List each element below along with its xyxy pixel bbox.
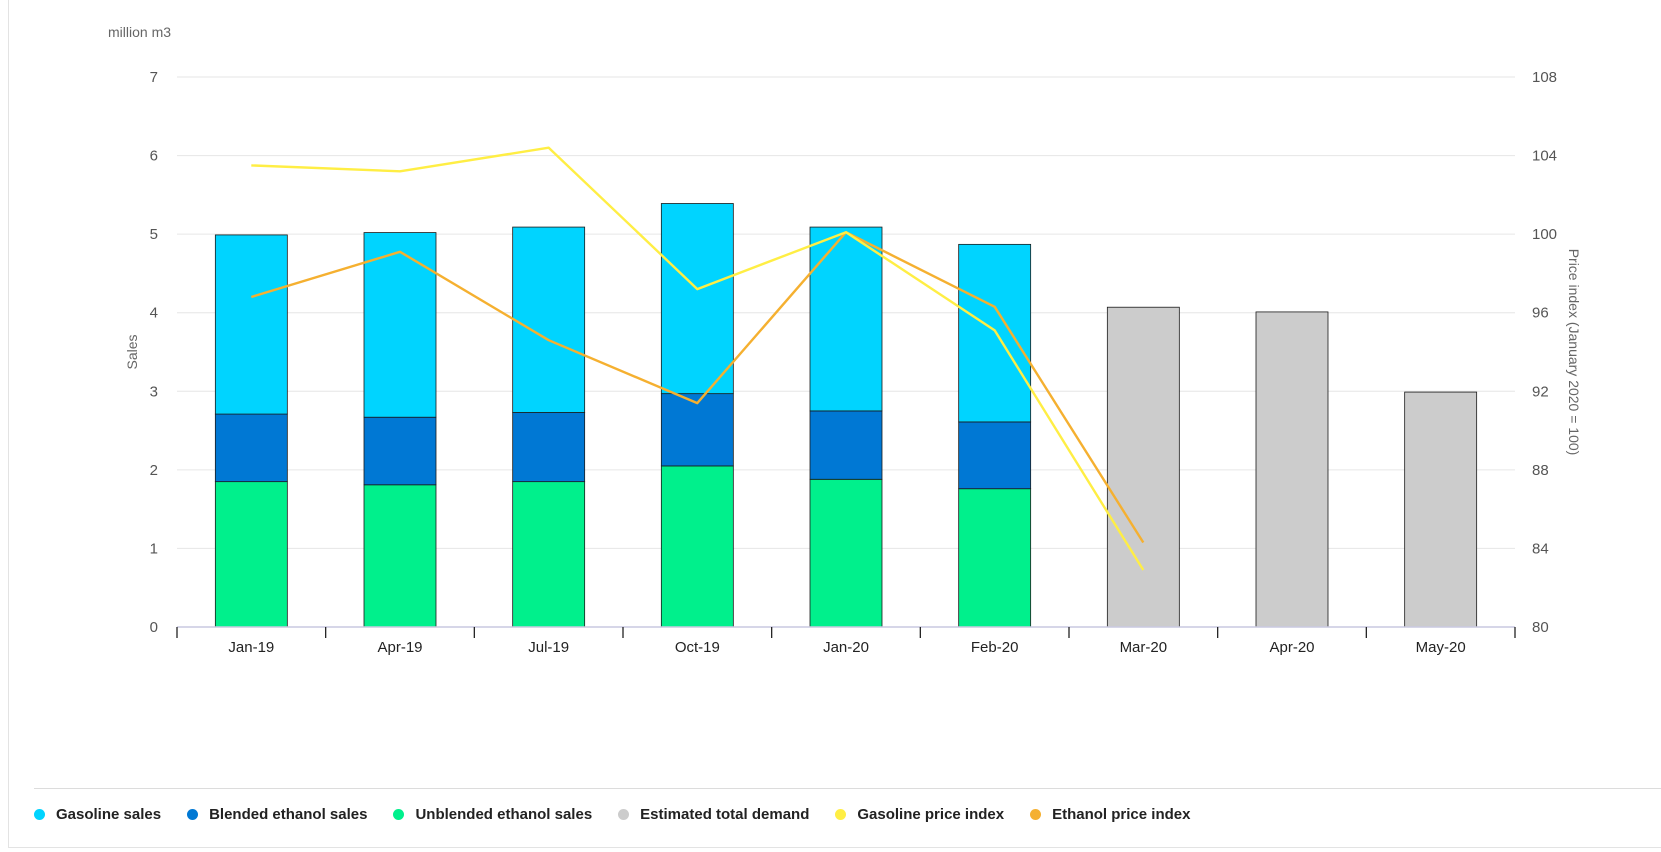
- y-tick-label: 0: [150, 619, 158, 636]
- legend-marker: [393, 809, 405, 820]
- gasoline-price-line: [251, 146, 1145, 571]
- unblended-ethanol-bar: [958, 488, 1032, 628]
- legend-marker: [835, 809, 847, 820]
- blended-ethanol-bar: [214, 413, 288, 483]
- x-tick-label: Apr-19: [377, 639, 422, 656]
- gasoline-sales-bar: [512, 226, 586, 413]
- legend-label: Unblended ethanol sales: [415, 806, 593, 823]
- legend-label: Gasoline sales: [56, 806, 162, 823]
- ethanol-price-line: [250, 230, 1145, 544]
- y-tick-label: 6: [150, 148, 158, 165]
- legend-label: Ethanol price index: [1052, 806, 1191, 823]
- y-tick-label: 3: [150, 383, 158, 400]
- y2-tick-label: 96: [1532, 305, 1549, 322]
- y2-axis-title: Price index (January 2020 = 100): [1566, 249, 1582, 456]
- y-tick-label: 1: [150, 540, 158, 557]
- legend-item[interactable]: Gasoline sales: [34, 806, 161, 823]
- gasoline-sales-bar: [214, 234, 288, 415]
- x-tick-label: Apr-20: [1269, 639, 1314, 656]
- gasoline-sales-bar: [660, 203, 734, 395]
- x-tick-label: Feb-20: [971, 639, 1019, 656]
- legend-item[interactable]: Unblended ethanol sales: [393, 806, 592, 823]
- y2-tick-label: 80: [1532, 619, 1549, 636]
- estimated-demand-bar: [1404, 391, 1478, 628]
- blended-ethanol-bar: [512, 412, 586, 483]
- legend-marker: [187, 809, 199, 820]
- blended-ethanol-bar: [363, 416, 437, 486]
- unblended-ethanol-bar: [809, 478, 883, 628]
- x-tick-label: Jul-19: [528, 639, 569, 656]
- legend-label: Gasoline price index: [857, 806, 1005, 823]
- gasoline-sales-bar: [363, 232, 437, 418]
- unblended-ethanol-bar: [214, 481, 288, 628]
- legend-label: Blended ethanol sales: [209, 806, 368, 823]
- y2-tick-label: 100: [1532, 226, 1557, 243]
- y-tick-label: 4: [150, 305, 158, 322]
- y-tick-label: 2: [150, 462, 158, 479]
- y2-tick-label: 104: [1532, 148, 1557, 165]
- axes: Jan-19 Apr-19 Jul-19 Oct-19 Jan-20 Feb-20 Mar-…: [176, 626, 1516, 656]
- y-axis-title: Sales: [124, 334, 140, 369]
- price-lines: [250, 146, 1145, 571]
- y-unit-label: million m3: [108, 24, 171, 40]
- chart-frame: [8, 0, 1661, 848]
- unblended-ethanol-bar: [512, 481, 586, 628]
- legend-marker: [618, 809, 630, 820]
- y2-tick-label: 92: [1532, 383, 1549, 400]
- gasoline-sales-bar: [958, 243, 1032, 423]
- legend-marker: [34, 809, 45, 820]
- unblended-ethanol-bar: [660, 465, 734, 628]
- blended-ethanol-bar: [660, 393, 734, 467]
- chart-canvas: million m3 Sales Price index (January 20…: [108, 24, 1582, 656]
- estimated-demand-bar: [1106, 306, 1180, 628]
- y2-tick-label: 84: [1532, 540, 1549, 557]
- blended-ethanol-bar: [809, 410, 883, 480]
- legend-divider: [34, 788, 1661, 789]
- y2-tick-label: 108: [1532, 69, 1557, 86]
- estimated-demand-bar: [1255, 311, 1329, 628]
- x-tick-label: Mar-20: [1120, 639, 1168, 656]
- legend-item[interactable]: Ethanol price index: [1030, 806, 1190, 823]
- x-tick-label: Jan-20: [823, 639, 869, 656]
- legend-item[interactable]: Gasoline price index: [835, 806, 1004, 823]
- legend-label: Estimated total demand: [640, 806, 810, 823]
- legend-marker: [1030, 809, 1042, 820]
- legend-item[interactable]: Estimated total demand: [618, 806, 809, 823]
- gasoline-sales-bar: [809, 226, 883, 412]
- legend: Gasoline sales Blended ethanol sales Unble…: [34, 806, 1216, 823]
- bars: [214, 203, 1478, 628]
- x-tick-label: May-20: [1416, 639, 1466, 656]
- blended-ethanol-bar: [958, 421, 1032, 490]
- y2-tick-label: 88: [1532, 462, 1549, 479]
- unblended-ethanol-bar: [363, 484, 437, 628]
- y-tick-label: 7: [150, 69, 158, 86]
- x-tick-label: Oct-19: [675, 639, 720, 656]
- y-tick-label: 5: [150, 226, 158, 243]
- legend-item[interactable]: Blended ethanol sales: [187, 806, 367, 823]
- x-tick-label: Jan-19: [228, 639, 274, 656]
